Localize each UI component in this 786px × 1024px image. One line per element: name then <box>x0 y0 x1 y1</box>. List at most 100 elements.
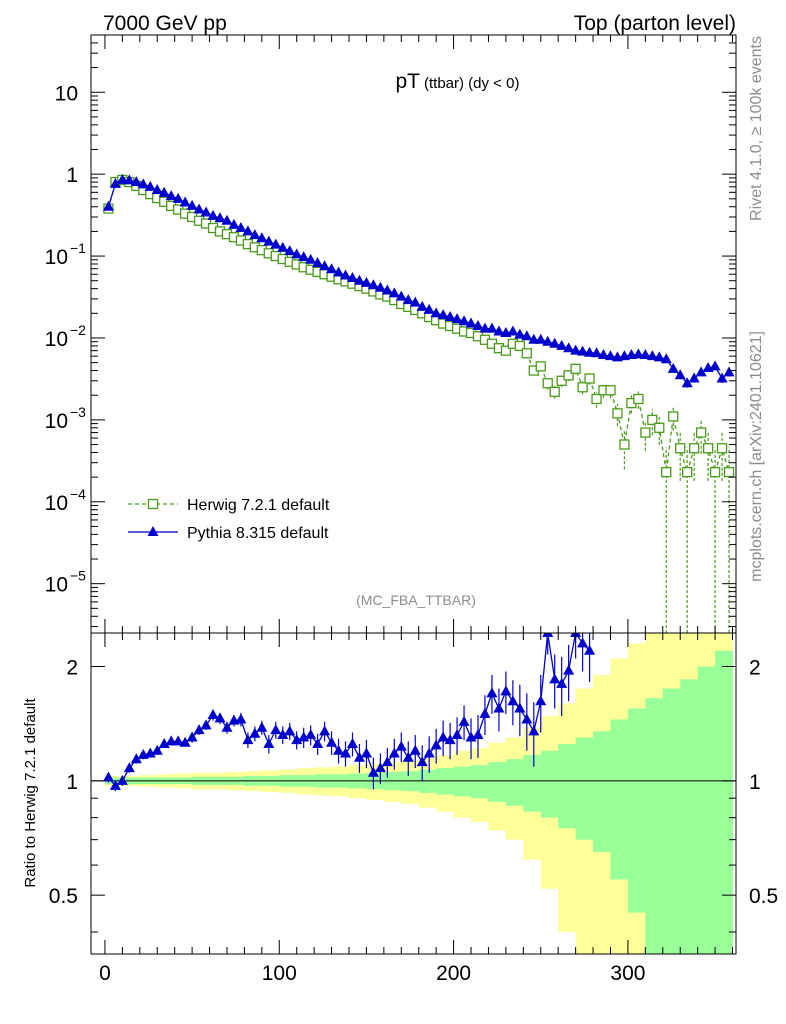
band-green <box>523 754 542 812</box>
pythia-marker <box>416 300 428 311</box>
pythia-marker <box>493 325 505 336</box>
ratio-marker <box>193 724 205 735</box>
ratio-marker <box>333 744 345 755</box>
ratio-marker <box>249 727 261 738</box>
header-left: 7000 GeV pp <box>103 12 227 35</box>
ratio-marker <box>416 756 428 767</box>
pythia-marker <box>305 253 317 264</box>
herwig-marker <box>661 467 672 478</box>
ratio-marker <box>479 707 491 718</box>
pythia-marker <box>604 350 616 361</box>
pythia-marker <box>374 281 386 292</box>
ratio-marker <box>458 715 470 726</box>
ratio-marker <box>374 762 386 773</box>
pythia-marker <box>270 238 282 249</box>
legend-marker-pythia <box>147 526 159 536</box>
pythia-marker <box>381 284 393 295</box>
ratio-ylabel: Ratio to Herwig 7.2.1 default <box>22 698 39 888</box>
pythia-marker <box>346 271 358 282</box>
ratio-marker <box>542 633 554 637</box>
ratio-plot-frame <box>90 632 737 955</box>
ratio-marker <box>514 702 526 713</box>
herwig-marker <box>549 386 560 397</box>
pythia-marker <box>444 311 456 322</box>
pythia-marker <box>353 274 365 285</box>
band-green <box>540 750 559 818</box>
band-green <box>558 744 577 829</box>
pythia-marker <box>123 174 135 185</box>
pythia-marker <box>556 339 568 350</box>
herwig-marker <box>577 382 588 393</box>
herwig-marker <box>619 439 630 450</box>
pythia-marker <box>639 348 651 359</box>
xtick-label: 0 <box>99 962 111 985</box>
ratio-marker <box>472 729 484 740</box>
main-plot-marks <box>102 173 735 633</box>
band-green <box>575 737 594 840</box>
pythia-marker <box>298 251 310 262</box>
ratio-ytick-label-right: 0.5 <box>749 885 778 908</box>
herwig-marker <box>640 427 651 438</box>
ratio-marker <box>305 729 317 740</box>
ratio-marker <box>291 734 303 745</box>
herwig-marker <box>605 385 616 396</box>
herwig-marker <box>542 378 553 389</box>
band-green <box>610 719 629 880</box>
herwig-marker <box>500 345 512 356</box>
plot-title: pT <box>395 70 420 93</box>
pythia-marker <box>319 260 331 271</box>
pythia-marker <box>542 335 554 346</box>
band-green <box>593 731 611 852</box>
watermark: (MC_FBA_TTBAR) <box>356 592 476 608</box>
xtick-label: 100 <box>262 962 297 985</box>
pythia-marker <box>193 203 205 214</box>
main-plot-frame <box>90 34 737 634</box>
ratio-marker <box>409 744 421 755</box>
ratio-marker <box>437 731 449 742</box>
main-ytick-label: 10 <box>45 492 68 515</box>
pythia-marker <box>688 372 700 383</box>
plot-title-sub: (ttbar) (dy < 0) <box>424 75 519 92</box>
main-ytick-exponent: −4 <box>70 486 86 502</box>
ratio-marker <box>423 747 435 758</box>
ratio-marker <box>340 747 352 758</box>
herwig-marker <box>689 443 700 454</box>
herwig-marker <box>716 443 728 454</box>
herwig-marker <box>702 443 714 454</box>
pythia-marker <box>109 177 121 188</box>
pythia-marker <box>263 235 275 246</box>
ratio-marker <box>256 721 268 732</box>
ratio-series <box>102 633 596 792</box>
pythia-marker <box>340 269 352 280</box>
pythia-marker <box>242 225 254 236</box>
pythia-marker <box>130 176 142 187</box>
ratio-ytick-label-right: 1 <box>749 771 761 794</box>
pythia-marker <box>479 322 491 333</box>
main-x-ticks <box>104 35 734 633</box>
pythia-marker <box>256 232 268 243</box>
ratio-marker <box>123 762 135 773</box>
main-ytick-label: 10 <box>45 574 68 597</box>
ratio-marker <box>556 677 568 688</box>
legend: Herwig 7.2.1 default Pythia 8.315 default <box>128 497 330 542</box>
pythia-marker <box>653 351 665 362</box>
ratio-marker <box>353 751 365 762</box>
herwig-marker <box>695 427 707 438</box>
band-green <box>471 765 489 799</box>
ratio-marker <box>367 766 379 777</box>
pythia-marker <box>514 328 526 339</box>
ratio-marker <box>521 713 533 724</box>
pythia-marker <box>472 319 484 330</box>
pythia-marker <box>709 360 721 371</box>
band-green <box>453 766 472 797</box>
band-green <box>436 768 455 795</box>
herwig-marker <box>591 393 602 405</box>
header-right: Top (parton level) <box>574 12 736 35</box>
ratio-marker <box>395 740 407 751</box>
ratio-marker <box>430 739 442 750</box>
main-ytick-exponent: −3 <box>70 404 86 420</box>
ratio-plot: 0.5 0.5 1 1 2 2 0 100 200 300 Ratio to Herwig 7.2… <box>22 632 778 985</box>
band-green <box>680 679 699 954</box>
